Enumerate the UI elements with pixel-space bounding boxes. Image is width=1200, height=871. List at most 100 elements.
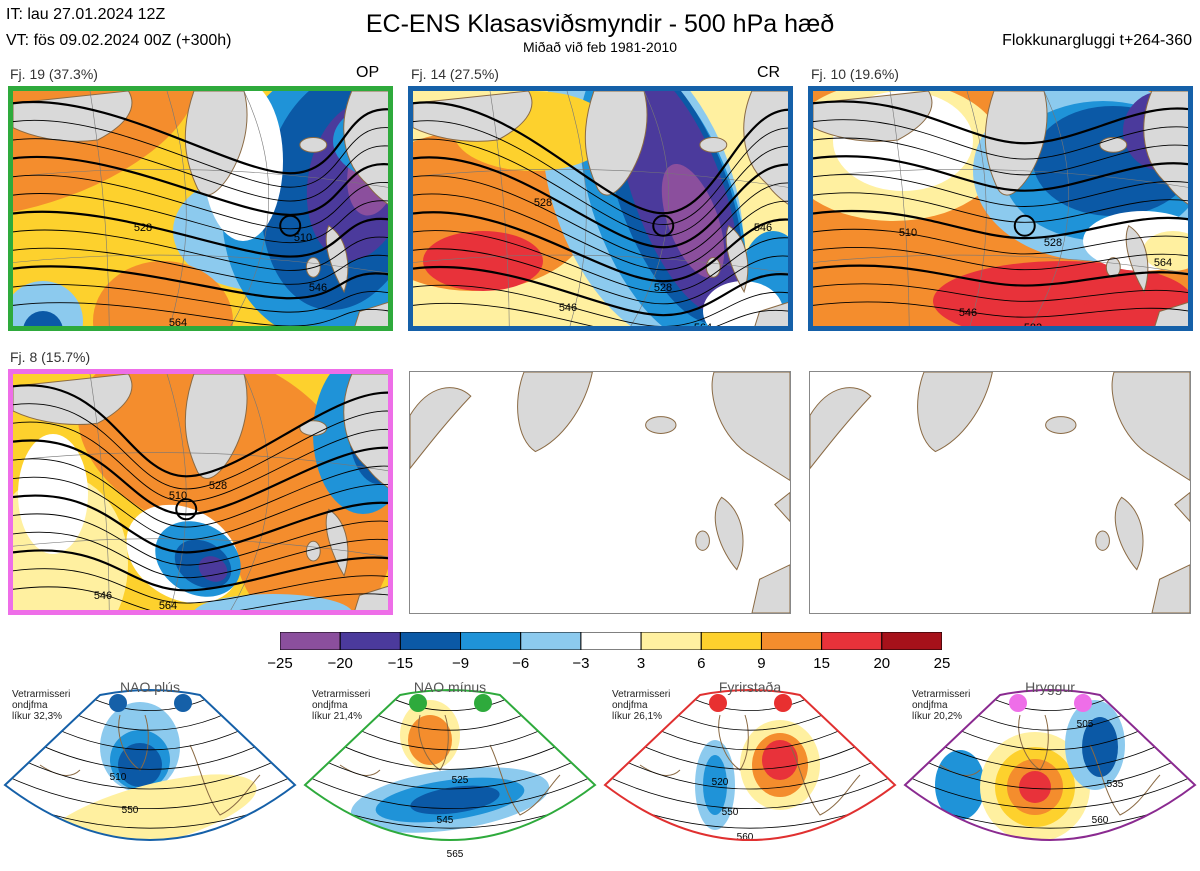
regime-blocking: 520 550 560 Fyrirstaða Vetrarmisseri ondjf… <box>600 675 900 871</box>
cluster-1-map: 510 528 546 564 <box>8 86 393 331</box>
contour-label: 528 <box>1044 237 1062 249</box>
colorbar-swatch <box>520 632 582 650</box>
scandinavia-shape <box>343 374 388 489</box>
height-contour <box>13 458 388 528</box>
colorbar-tick-label: 6 <box>697 655 706 672</box>
height-contour <box>13 119 388 188</box>
init-time: IT: lau 27.01.2024 12Z <box>6 6 166 23</box>
regime-dot <box>1009 694 1027 712</box>
height-contour <box>5 758 295 829</box>
height-contour <box>413 101 788 215</box>
cluster-3-label: Fj. 10 (19.6%) <box>811 66 899 82</box>
europe-shape <box>354 301 388 326</box>
empty-map-2 <box>809 371 1191 614</box>
contour-label: 520 <box>712 777 729 788</box>
greenland-coast <box>418 714 449 771</box>
height-contour <box>813 155 1188 192</box>
height-contour <box>813 100 1188 145</box>
regime-title: Hryggur <box>1025 679 1075 695</box>
colorbar-tick-label: 15 <box>813 655 830 672</box>
contour-label: 550 <box>122 805 139 816</box>
anomaly-area <box>118 743 162 787</box>
colorbar-tick-label: −9 <box>451 655 470 672</box>
height-contour <box>13 549 388 592</box>
meridian-line <box>89 91 110 326</box>
height-contour <box>13 302 388 326</box>
scandinavia-shape <box>711 372 790 482</box>
colorbar <box>280 632 942 650</box>
colorbar-tick-label: −3 <box>572 655 590 672</box>
low-centre <box>175 498 198 521</box>
colorbar-swatch <box>280 632 341 650</box>
height-contour <box>13 494 388 554</box>
height-contour <box>413 230 788 293</box>
colorbar-tick-label: 20 <box>873 655 891 672</box>
iceland-shape <box>1045 416 1077 434</box>
europe-coast <box>489 744 561 816</box>
regime-dot <box>174 694 192 712</box>
regime-nao-minus: 525 545 565 NAO mínus Vetrarmisseri ondjfm… <box>300 675 600 871</box>
regime-dot <box>109 694 127 712</box>
colorbar-tick-label: −20 <box>327 655 353 672</box>
contour-label: 510 <box>294 232 312 244</box>
contour-label: 550 <box>722 807 739 818</box>
contour-label: 525 <box>452 775 469 786</box>
contour-label: 528 <box>654 282 672 294</box>
cluster-4-map: 510 528 546 564 <box>8 369 393 615</box>
baffin-shape <box>813 91 933 142</box>
colorbar-swatch <box>580 632 642 650</box>
europe-coast <box>789 744 861 816</box>
cluster-4-label: Fj. 8 (15.7%) <box>10 349 91 365</box>
meridian-line <box>166 91 187 326</box>
parallel-line <box>13 538 388 558</box>
contour-label: 510 <box>169 490 187 502</box>
meridian-line <box>230 374 270 610</box>
anomaly-area <box>23 311 63 326</box>
contour-label: 564 <box>1154 257 1172 269</box>
height-contour <box>13 265 388 300</box>
height-contour <box>13 403 388 490</box>
colorbar-swatch <box>460 632 522 650</box>
europe-shape <box>754 301 788 326</box>
meridian-line <box>889 91 910 326</box>
greenland-shape <box>517 372 593 453</box>
height-contour <box>813 119 1188 160</box>
meridian-line <box>89 374 110 610</box>
chart-subtitle: Miðað við feb 1981-2010 <box>522 39 678 55</box>
height-contour <box>13 210 388 258</box>
regime-info: Vetrarmisseri ondjfma líkur 26,1% <box>612 689 671 722</box>
contour-label: 505 <box>1077 719 1094 730</box>
cluster-1-tag: OP <box>356 64 380 81</box>
height-contour <box>13 586 388 610</box>
height-contour <box>13 193 388 244</box>
height-contour <box>813 174 1188 207</box>
colorbar-swatch <box>640 632 702 650</box>
height-contour <box>813 283 1188 302</box>
anomaly-area <box>762 740 798 780</box>
colorbar-swatch <box>700 632 762 650</box>
ireland-shape <box>1095 530 1110 551</box>
colorbar-tick-label: −25 <box>267 655 293 672</box>
height-contour <box>305 758 595 829</box>
cluster-2-label: Fj. 14 (27.5%) <box>411 66 499 82</box>
regime-dot <box>474 694 492 712</box>
contour-label: 560 <box>737 832 754 843</box>
norway-coast-shape <box>774 491 790 523</box>
fan-border <box>303 689 597 841</box>
contour-label: 565 <box>447 849 464 860</box>
height-contour <box>413 302 788 326</box>
meridian-line <box>566 91 587 326</box>
height-contour <box>13 531 388 579</box>
anomaly-area <box>423 231 543 291</box>
height-contour <box>13 384 388 478</box>
europe-shape <box>354 585 388 610</box>
height-contour <box>13 476 388 541</box>
regime-dot <box>1074 694 1092 712</box>
contour-label: 546 <box>959 307 977 319</box>
britain-shape <box>1114 496 1144 571</box>
regime-ridge: 505 535 560 Hryggur Vetrarmisseri ondjfma … <box>900 675 1200 871</box>
regime-dot <box>774 694 792 712</box>
colorbar-tick-label: 3 <box>636 655 646 672</box>
contour-label: 535 <box>1107 779 1124 790</box>
colorbar-swatch <box>399 632 462 650</box>
